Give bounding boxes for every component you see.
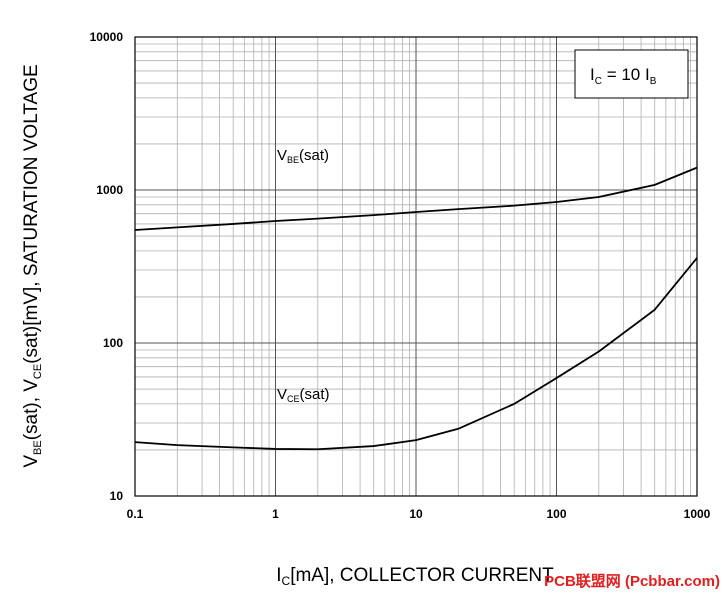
y-tick-label: 10000 — [90, 30, 124, 44]
annotation-part: I — [590, 65, 595, 84]
label-part: V — [21, 455, 42, 468]
y-tick-label: 10 — [110, 489, 124, 503]
x-tick-label: 1000 — [684, 507, 711, 521]
y-tick-label: 100 — [103, 336, 123, 350]
annotation-sub: C — [595, 76, 602, 87]
annotation: IC = 10 IB — [590, 65, 657, 87]
x-tick-label: 10 — [409, 507, 423, 521]
annotation-sub: B — [650, 76, 657, 87]
label-part: (sat)[mV], SATURATION VOLTAGE — [21, 64, 42, 363]
plot-frame — [134, 36, 698, 497]
grid — [134, 36, 698, 497]
x-axis-label: IC[mA], COLLECTOR CURRENT — [276, 565, 554, 588]
annotation-box — [574, 49, 689, 99]
label-part: V — [277, 147, 287, 164]
label-part: (sat) — [299, 147, 329, 164]
label-sub: BE — [32, 440, 44, 455]
watermark: PCB联盟网 (Pcbbar.com) — [544, 573, 720, 590]
annotation-part: = 10 I — [602, 65, 650, 84]
x-tick-label: 1 — [272, 507, 279, 521]
label-part: V — [277, 386, 287, 403]
series-line — [134, 257, 698, 451]
series-line — [134, 166, 698, 231]
x-tick-label: 0.1 — [127, 507, 144, 521]
series-label: VBE(sat) — [277, 147, 329, 165]
series-label: VCE(sat) — [277, 386, 330, 404]
label-sub: CE — [32, 364, 44, 379]
ticks: 0.1 1 10 100 1000 10 100 1000 10000 — [90, 30, 711, 521]
label-sub: CE — [287, 394, 300, 404]
label-sub: BE — [287, 155, 299, 165]
y-axis-label: VBE(sat), VCE(sat)[mV], SATURATION VOLTA… — [21, 64, 44, 467]
y-tick-label: 1000 — [96, 183, 123, 197]
label-part: [mA], COLLECTOR CURRENT — [290, 565, 554, 586]
lines — [134, 166, 698, 451]
label-part: (sat), V — [21, 379, 42, 441]
label-part: I — [276, 565, 281, 586]
x-tick-label: 100 — [546, 507, 566, 521]
label-sub: C — [282, 574, 291, 588]
label-part: (sat) — [300, 386, 330, 403]
